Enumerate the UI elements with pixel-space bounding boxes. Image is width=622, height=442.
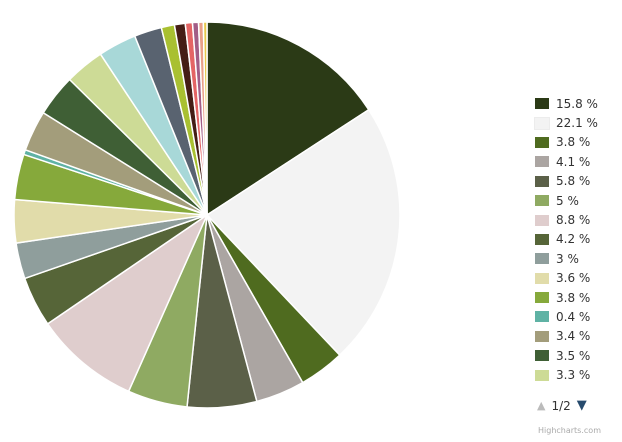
legend-label: 3.6 % [556,271,591,286]
legend-swatch [535,156,549,168]
legend-label: 15.8 % [556,96,598,111]
legend-label: 3 % [556,251,579,266]
legend-item[interactable]: 3.8 % [535,288,598,307]
legend-swatch [535,330,549,342]
legend-item[interactable]: 3.5 % [535,346,598,365]
legend-swatch [535,233,549,245]
legend-item[interactable]: 3.6 % [535,269,598,288]
legend-item[interactable]: 15.8 % [535,94,598,113]
legend-swatch [535,253,549,265]
legend-item[interactable]: 22.1 % [534,113,598,132]
legend-swatch [534,116,550,130]
chart-credit[interactable]: Highcharts.com [538,426,601,435]
legend-swatch [535,136,549,148]
legend-label: 4.2 % [556,232,591,247]
legend-item[interactable]: 4.2 % [535,230,598,249]
legend-swatch [535,292,549,304]
legend-label: 0.4 % [556,309,591,324]
legend-item[interactable]: 3 % [535,249,598,268]
legend-swatch [535,369,549,381]
legend-swatch [535,214,549,226]
legend-page-indicator: 1/2 [551,398,571,413]
legend-label: 4.1 % [556,154,591,169]
legend-label: 3.8 % [556,135,591,150]
legend-item[interactable]: 3.8 % [535,133,598,152]
pie-slice-23[interactable] [202,21,208,216]
legend-page-down-icon[interactable]: ▼ [576,398,587,413]
legend-pager: ▲ 1/2 ▼ [537,398,587,413]
legend-item[interactable]: 4.1 % [535,152,598,171]
legend-item[interactable]: 3.4 % [535,327,598,346]
legend-label: 3.4 % [556,329,591,344]
legend-item[interactable]: 5 % [535,191,598,210]
legend-page-up-icon[interactable]: ▲ [537,399,546,412]
legend-item[interactable]: 8.8 % [535,210,598,229]
legend-swatch [535,195,549,207]
legend-swatch [535,350,549,362]
legend-label: 3.3 % [556,368,591,383]
legend-swatch [535,272,549,284]
legend-item[interactable]: 5.8 % [535,172,598,191]
legend-item[interactable]: 0.4 % [535,307,598,326]
legend-swatch [535,311,549,323]
legend-item[interactable]: 3.3 % [535,365,598,384]
legend-label: 3.8 % [556,290,591,305]
legend-label: 22.1 % [556,116,598,131]
legend-swatch [535,98,549,110]
chart-legend: 15.8 % 22.1 % 3.8 % 4.1 % 5.8 % 5 % 8.8 % 4.2 %… [534,94,598,385]
pie-slice-1[interactable] [206,21,370,216]
legend-label: 3.5 % [556,348,591,363]
pie-slice-7[interactable] [46,214,208,393]
legend-label: 5.8 % [556,174,591,189]
legend-swatch [535,175,549,187]
legend-label: 5 % [556,193,579,208]
pie-slice-2[interactable] [206,108,401,356]
legend-label: 8.8 % [556,213,591,228]
